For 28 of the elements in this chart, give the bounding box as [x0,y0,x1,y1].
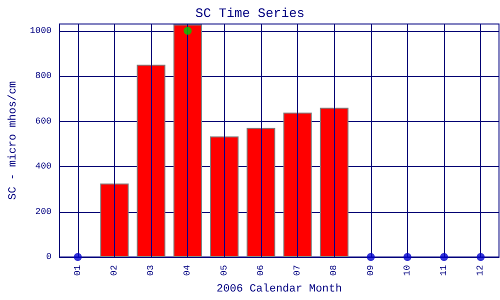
y-tick-label: 400 [35,162,52,172]
x-tick-label: 03 [146,265,156,276]
x-tick-label: 04 [182,265,193,276]
x-tick-label: 11 [439,265,450,276]
x-tick-label: 09 [366,265,376,276]
x-tick-label: 01 [72,265,83,276]
bar [320,108,348,257]
x-tick-label: 05 [219,265,230,276]
chart-title: SC Time Series [195,6,305,21]
y-axis-title: SC - micro mhos/cm [8,80,20,200]
x-tick-label: 10 [402,265,412,276]
x-tick-label: 12 [476,265,486,276]
bar [100,183,129,257]
bar [136,64,166,257]
x-tick-label: 08 [329,265,340,276]
x-tick-label: 06 [256,265,266,276]
x-tick-label: 02 [109,265,120,276]
y-tick-label: 200 [35,206,52,217]
y-tick-label: 0 [46,252,52,262]
y-tick-label: 1000 [30,26,52,36]
x-tick-label: 07 [292,265,303,276]
y-tick-label: 800 [35,71,52,82]
bar [173,24,202,257]
bar [246,128,276,257]
bar [210,136,239,257]
x-axis-title: 2006 Calendar Month [216,284,342,296]
y-tick-label: 600 [35,116,52,126]
bar [283,112,312,257]
